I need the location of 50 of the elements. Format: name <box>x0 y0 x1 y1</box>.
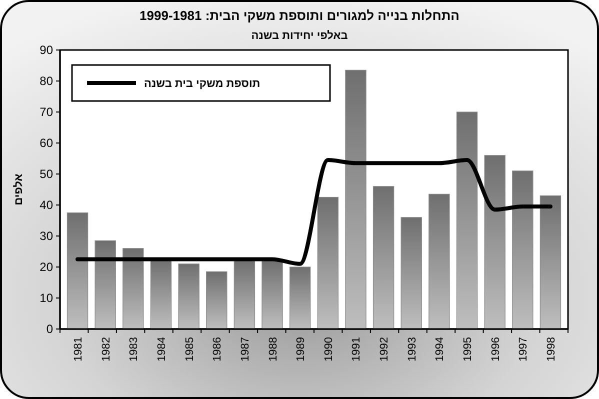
y-axis-title: אלפים <box>13 173 25 206</box>
x-tick-label: 1997 <box>518 337 530 362</box>
x-tick-label: 1988 <box>267 337 280 362</box>
y-tick-label: 10 <box>40 291 54 306</box>
x-tick-label: 1987 <box>239 337 252 362</box>
bar <box>262 260 283 330</box>
y-tick-label: 20 <box>40 260 54 274</box>
bar <box>540 195 562 330</box>
x-tick-label: 1984 <box>156 337 168 362</box>
y-tick-label: 90 <box>40 43 54 58</box>
y-tick-label: 70 <box>40 105 54 120</box>
x-tick-label: 1996 <box>490 337 502 362</box>
x-tick-label: 1983 <box>128 337 140 362</box>
bar <box>484 155 506 330</box>
bar <box>178 264 200 330</box>
x-tick-label: 1993 <box>406 337 418 362</box>
y-tick-label: 80 <box>40 74 54 88</box>
y-tick-label: 0 <box>46 322 54 336</box>
x-tick-label: 1991 <box>350 337 363 362</box>
bar <box>428 194 450 330</box>
x-tick-label: 1989 <box>295 337 308 362</box>
bar <box>400 217 422 330</box>
x-tick-label: 1981 <box>72 337 85 362</box>
x-tick-label: 1995 <box>462 337 474 362</box>
y-tick-label: 30 <box>40 229 54 244</box>
bar <box>317 196 339 330</box>
legend-label: תוספת משקי בית בשנה <box>144 78 260 90</box>
bar <box>372 186 394 330</box>
bar <box>512 170 534 330</box>
y-tick-label: 50 <box>40 167 54 182</box>
bar <box>66 212 88 330</box>
line-series <box>76 158 552 266</box>
x-tick-label: 1985 <box>184 337 196 362</box>
bar <box>122 248 144 330</box>
bar <box>289 266 311 330</box>
bar <box>206 271 228 330</box>
bar <box>345 70 366 330</box>
chart-title: התחלות בנייה למגורים ותוספת משקי הבית: 1999-1981 <box>140 8 460 23</box>
bar <box>456 112 478 330</box>
y-tick-label: 60 <box>40 136 54 150</box>
x-tick-label: 1994 <box>434 337 446 362</box>
x-tick-label: 1990 <box>322 337 335 362</box>
x-tick-label: 1998 <box>545 337 558 362</box>
y-tick-label: 40 <box>40 198 54 212</box>
x-tick-label: 1992 <box>378 337 391 362</box>
bar <box>94 240 116 330</box>
bar <box>234 260 256 330</box>
x-tick-label: 1986 <box>212 337 224 362</box>
x-tick-label: 1982 <box>100 337 112 362</box>
chart-subtitle: באלפי יחידות בשנה <box>251 30 348 42</box>
